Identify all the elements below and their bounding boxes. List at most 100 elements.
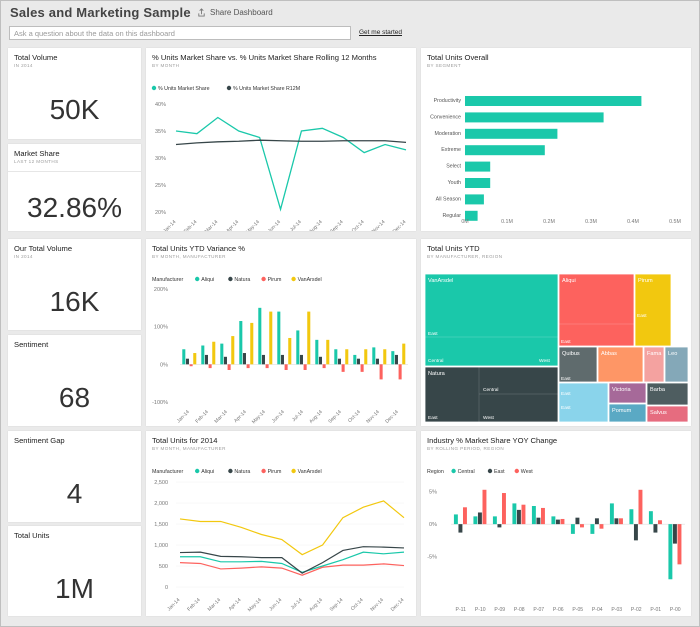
x-tick-label: Jul-14 (290, 597, 304, 611)
bar (375, 358, 379, 365)
x-tick-label: 0.3M (585, 219, 597, 225)
units-ytd-treemap: VanArsdel Aliqui Pirum Natura Quibus Abbas Fam… (424, 273, 689, 423)
treemap-label: Salvus (650, 410, 667, 416)
x-tick-label: Feb-14 (194, 409, 210, 425)
bar (337, 358, 341, 365)
legend-dot (291, 276, 296, 282)
series-line (175, 116, 407, 212)
tile-subtitle: BY MONTH, MANUFACTURER (152, 254, 226, 259)
tile-market-share[interactable]: Market Share LAST 12 MONTHS 32.86% (8, 144, 141, 231)
bar (458, 524, 463, 533)
legend-dot (195, 468, 200, 474)
bar (341, 364, 345, 372)
bar (189, 364, 193, 367)
treemap-label: Victoria (612, 387, 631, 393)
bar (465, 112, 604, 123)
qa-input[interactable]: Ask a question about the data on this da… (9, 26, 351, 40)
tile-yoy-change[interactable]: Industry % Market Share YOY Change BY RO… (421, 431, 691, 616)
tile-subtitle: BY MONTH, MANUFACTURER (152, 446, 226, 451)
tile-subtitle: LAST 12 MONTHS (14, 159, 59, 164)
treemap-cell (634, 273, 672, 347)
x-tick-label: Jun-14 (268, 597, 283, 612)
y-tick-label: 0% (429, 522, 437, 528)
bar (193, 353, 197, 365)
tile-total-volume[interactable]: Total Volume IN 2014 50K (8, 48, 141, 139)
bar (284, 364, 288, 370)
dashboard-title: Sales and Marketing Sample (10, 5, 191, 20)
tile-units-overall[interactable]: Total Units Overall BY SEGMENT Productiv… (421, 48, 691, 231)
y-tick-label: 2,000 (154, 501, 168, 507)
share-dashboard-button[interactable]: Share Dashboard (197, 8, 273, 17)
bar (465, 178, 491, 188)
x-tick-label: Mar-14 (204, 219, 220, 231)
treemap-label: Leo (668, 351, 677, 357)
share-dashboard-label: Share Dashboard (210, 8, 273, 17)
bar (231, 336, 235, 365)
x-tick-label: P-00 (670, 607, 681, 613)
x-tick-label: Mar-14 (207, 597, 223, 613)
x-tick-label: P-07 (533, 607, 544, 613)
x-tick-label: P-11 (456, 607, 467, 613)
category-label: Select (446, 164, 461, 170)
bar (521, 504, 526, 525)
y-tick-label: 100% (154, 325, 168, 331)
treemap-cell (424, 366, 559, 423)
bar (353, 354, 357, 365)
category-label: All Season (436, 196, 461, 202)
tile-sentiment[interactable]: Sentiment 68 (8, 335, 141, 426)
bar (391, 351, 395, 365)
treemap-label: Barba (650, 387, 666, 393)
tile-units-ytd[interactable]: Total Units YTD BY MANUFACTURER, REGION … (421, 239, 691, 426)
bar (653, 524, 658, 533)
series-line (175, 139, 407, 146)
x-tick-label: P-02 (631, 607, 642, 613)
x-tick-label: Jan-14 (162, 219, 177, 231)
category-label: Regular (442, 213, 461, 219)
bar (402, 343, 406, 365)
tile-subtitle: IN 2014 (14, 63, 33, 68)
get-started-link[interactable]: Get me started (359, 29, 402, 36)
tile-title: Total Volume (14, 53, 58, 62)
tile-total-units[interactable]: Total Units 1M (8, 526, 141, 616)
series-line (179, 562, 405, 576)
treemap-sublabel: East (428, 331, 438, 337)
tile-our-total-volume[interactable]: Our Total Volume IN 2014 16K (8, 239, 141, 330)
x-tick-label: 0.5M (669, 219, 681, 225)
tile-subtitle: BY MONTH (152, 63, 180, 68)
bar (536, 517, 541, 525)
legend-label: Natura (234, 469, 250, 475)
y-tick-label: 40% (155, 102, 166, 108)
legend-title: Manufacturer (152, 277, 183, 283)
tile-units-2014[interactable]: Total Units for 2014 BY MONTH, MANUFACTU… (146, 431, 416, 616)
bar (465, 210, 478, 221)
bar (668, 524, 673, 580)
treemap-cell (597, 346, 644, 383)
bar (296, 330, 300, 365)
bar (299, 354, 303, 365)
x-tick-label: Apr-14 (228, 597, 243, 612)
x-tick-label: P-08 (514, 607, 525, 613)
bar (633, 524, 638, 541)
bar (182, 349, 186, 365)
bar (579, 524, 584, 528)
kpi-value: 32.86% (27, 192, 122, 223)
y-tick-label: 5% (429, 490, 437, 496)
x-tick-label: May-14 (247, 597, 263, 613)
treemap-cell (424, 273, 559, 367)
y-tick-label: 20% (155, 210, 166, 216)
x-tick-label: Dec-14 (392, 219, 408, 231)
bar (570, 524, 575, 534)
treemap-cell (558, 382, 609, 423)
bar (516, 509, 521, 525)
bar (208, 364, 212, 369)
tile-sentiment-gap[interactable]: Sentiment Gap 4 (8, 431, 141, 522)
tile-title: Total Units (14, 531, 50, 540)
tile-ytd-variance[interactable]: Total Units YTD Variance % BY MONTH, MAN… (146, 239, 416, 426)
treemap-sublabel: Central (483, 387, 498, 393)
y-tick-label: 25% (155, 183, 166, 189)
y-tick-label: 200% (154, 287, 168, 293)
bar (677, 524, 682, 565)
bar (465, 128, 558, 139)
treemap-label: Abbas (601, 351, 617, 357)
tile-market-share-line[interactable]: % Units Market Share vs. % Units Market … (146, 48, 416, 231)
